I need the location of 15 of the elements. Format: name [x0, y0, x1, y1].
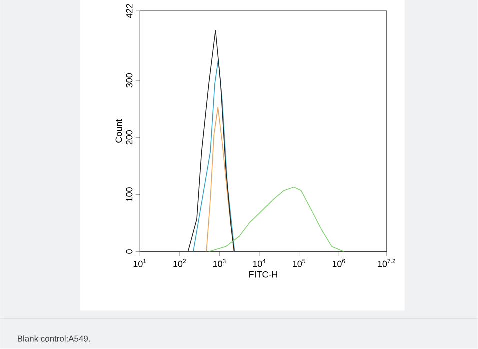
y-tick-label: 100: [126, 188, 133, 202]
text: Blank control:A549.: [18, 336, 90, 342]
x-tick-label: 10$^{7.2}$: [378, 259, 396, 268]
x-tick-label: 10$^{6}$: [332, 259, 346, 268]
y-tick-label: 200: [126, 130, 133, 145]
x-tick-label: 10$^{5}$: [293, 259, 306, 268]
x-tick-label: 10$^{3}$: [213, 259, 226, 268]
y-tick-label: 0: [126, 250, 133, 254]
x-tick-label: 10$^{1}$: [134, 259, 146, 268]
x-axis-title: FITC-H: [250, 272, 278, 278]
y-tick-label: 300: [126, 74, 133, 88]
x-tick-label: 10$^{2}$: [174, 259, 186, 268]
x-tick-label: 10$^{4}$: [253, 259, 266, 268]
y-axis-title: Count: [116, 120, 122, 144]
y-tick-label: 422: [126, 4, 133, 18]
